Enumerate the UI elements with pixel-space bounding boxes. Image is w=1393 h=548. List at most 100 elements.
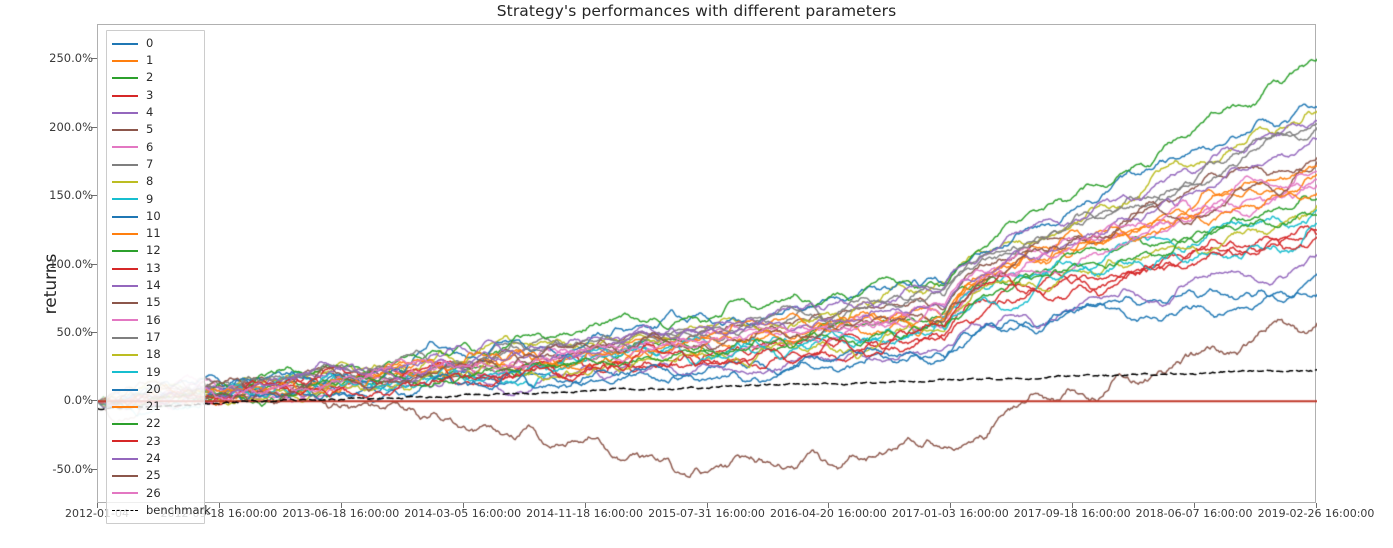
legend-swatch-icon [112, 232, 138, 235]
legend-item[interactable]: 12 [112, 243, 199, 260]
legend-item[interactable]: 21 [112, 398, 199, 415]
legend-label: 7 [146, 156, 154, 171]
legend-item[interactable]: 17 [112, 329, 199, 346]
x-tick-mark [340, 503, 342, 508]
legend-swatch-icon [112, 353, 138, 356]
x-tick-mark [1072, 503, 1074, 508]
legend-label: 22 [146, 416, 161, 431]
legend-swatch-icon [112, 59, 138, 62]
x-tick-mark [1316, 503, 1317, 508]
legend-item[interactable]: 9 [112, 191, 199, 208]
legend-swatch-icon [112, 371, 138, 374]
legend-item[interactable]: 11 [112, 225, 199, 242]
legend-label: 21 [146, 399, 161, 414]
x-tick-label: 2017-01-03 16:00:00 [891, 507, 1009, 520]
legend-item[interactable]: 22 [112, 416, 199, 433]
legend-swatch-icon [112, 440, 138, 443]
y-tick-label: 0.0% [63, 393, 93, 408]
legend-item[interactable]: 13 [112, 260, 199, 277]
legend-item[interactable]: 3 [112, 87, 199, 104]
legend-label: 16 [146, 312, 161, 327]
x-tick-label: 2014-11-18 16:00:00 [526, 507, 644, 520]
chart-title: Strategy's performances with different p… [496, 2, 897, 20]
x-tick-label: 2016-04-20 16:00:00 [769, 507, 887, 520]
legend-swatch-icon [112, 198, 138, 201]
legend-label: 14 [146, 278, 161, 293]
legend-swatch-icon [112, 267, 138, 270]
legend-swatch-icon [112, 146, 138, 149]
x-tick-mark [1194, 503, 1196, 508]
legend-label: 26 [146, 485, 161, 500]
legend-label: 6 [146, 139, 154, 154]
y-tick-mark [92, 126, 98, 128]
legend-item[interactable]: 23 [112, 433, 199, 450]
x-tick-label: 2015-07-31 16:00:00 [648, 507, 765, 520]
legend-item[interactable]: 6 [112, 139, 199, 156]
legend-swatch-icon [112, 42, 138, 45]
x-tick-mark [584, 503, 586, 508]
x-tick-mark [218, 503, 220, 508]
x-tick-mark [706, 503, 708, 508]
legend-swatch-icon [112, 336, 138, 339]
legend-item[interactable]: 16 [112, 312, 199, 329]
legend-swatch-icon [112, 405, 138, 408]
legend-item[interactable]: 0 [112, 35, 199, 52]
legend-item[interactable]: benchmark [112, 502, 211, 519]
legend-item[interactable]: 7 [112, 156, 199, 173]
legend-item[interactable]: 25 [112, 467, 199, 484]
legend-swatch-icon [112, 319, 138, 322]
x-tick-label: 2018-06-07 16:00:00 [1135, 507, 1253, 520]
legend-label: 9 [146, 191, 154, 206]
y-tick-label: 150.0% [49, 188, 93, 203]
legend-label: 5 [146, 122, 154, 137]
legend-label: 20 [146, 381, 161, 396]
legend-swatch-icon [112, 302, 138, 305]
y-tick-mark [92, 468, 98, 470]
legend-label: benchmark [146, 502, 211, 517]
y-tick-label: 100.0% [49, 256, 93, 271]
x-tick-mark [950, 503, 952, 508]
x-tick-label: 2014-03-05 16:00:00 [404, 507, 522, 520]
x-tick-label: 2013-06-18 16:00:00 [282, 507, 400, 520]
legend-label: 15 [146, 295, 161, 310]
legend-swatch-icon [112, 388, 138, 391]
legend-item[interactable]: 14 [112, 277, 199, 294]
legend-item[interactable]: 10 [112, 208, 199, 225]
legend-label: 11 [146, 226, 161, 241]
legend-label: 4 [146, 105, 154, 120]
legend-item[interactable]: 4 [112, 104, 199, 121]
legend-label: 12 [146, 243, 161, 258]
legend-item[interactable]: 26 [112, 485, 199, 502]
y-tick-label: 50.0% [56, 324, 93, 339]
y-tick-mark [92, 58, 98, 60]
y-tick-mark [92, 400, 98, 402]
legend-item[interactable]: 20 [112, 381, 199, 398]
legend[interactable]: 0 1 2 3 4 5 6 7 8 9 10 11 12 13 14 15 16 17 18 19 20 21 22 23 24… [106, 30, 211, 525]
legend-swatch-icon [112, 215, 138, 218]
y-tick-label: -50.0% [52, 461, 93, 476]
legend-item[interactable]: 5 [112, 121, 199, 138]
legend-item[interactable]: 15 [112, 294, 199, 311]
legend-item[interactable]: 18 [112, 346, 199, 363]
legend-label: 17 [146, 329, 161, 344]
legend-swatch-icon [112, 111, 138, 114]
legend-label: 24 [146, 451, 161, 466]
legend-swatch-icon [112, 129, 138, 132]
legend-item[interactable]: 1 [112, 52, 199, 69]
legend-swatch-icon [112, 284, 138, 287]
legend-label: 10 [146, 208, 161, 223]
legend-label: 1 [146, 53, 154, 68]
series-canvas [98, 25, 1317, 504]
legend-swatch-icon [112, 492, 138, 495]
plot-area [97, 24, 1317, 504]
legend-item[interactable]: 24 [112, 450, 199, 467]
legend-swatch-icon [112, 163, 138, 166]
legend-label: 23 [146, 433, 161, 448]
legend-item[interactable]: 8 [112, 173, 199, 190]
y-tick-label: 200.0% [49, 119, 93, 134]
legend-item[interactable]: 19 [112, 364, 199, 381]
y-tick-mark [92, 195, 98, 197]
legend-label: 18 [146, 347, 161, 362]
legend-item[interactable]: 2 [112, 70, 199, 87]
